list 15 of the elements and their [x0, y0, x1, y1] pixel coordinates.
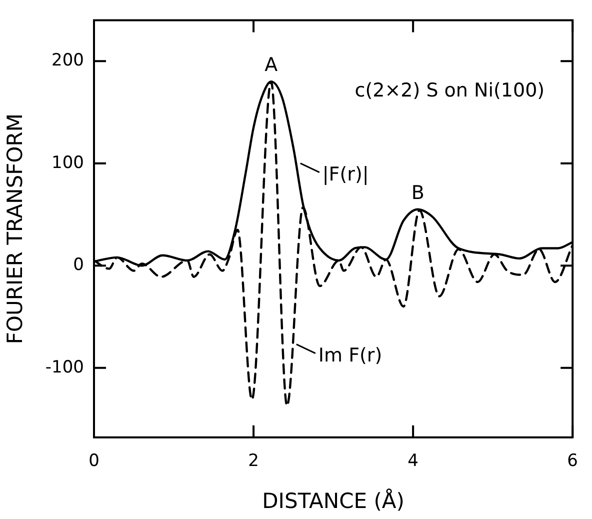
text: c(2×2) S on Ni(100): [354, 80, 545, 102]
x-axis-title: DISTANCE (Å): [262, 488, 404, 513]
x-tick-label: 6: [567, 451, 578, 472]
x-tick-label: 2: [248, 451, 259, 472]
annotation: |F(r)|: [322, 163, 369, 186]
x-tick-label: 4: [408, 451, 418, 472]
annotation: A: [264, 54, 278, 76]
annotation: Im F(r): [318, 344, 382, 366]
annotation: B: [411, 182, 424, 204]
y-tick-label: -100: [45, 357, 84, 378]
y-tick-label: 100: [52, 152, 84, 173]
y-tick-label: 200: [52, 50, 84, 71]
y-axis-title: FOURIER TRANSFORM: [3, 114, 28, 344]
x-tick-label: 0: [88, 451, 100, 472]
y-tick-label: 0: [73, 255, 84, 276]
